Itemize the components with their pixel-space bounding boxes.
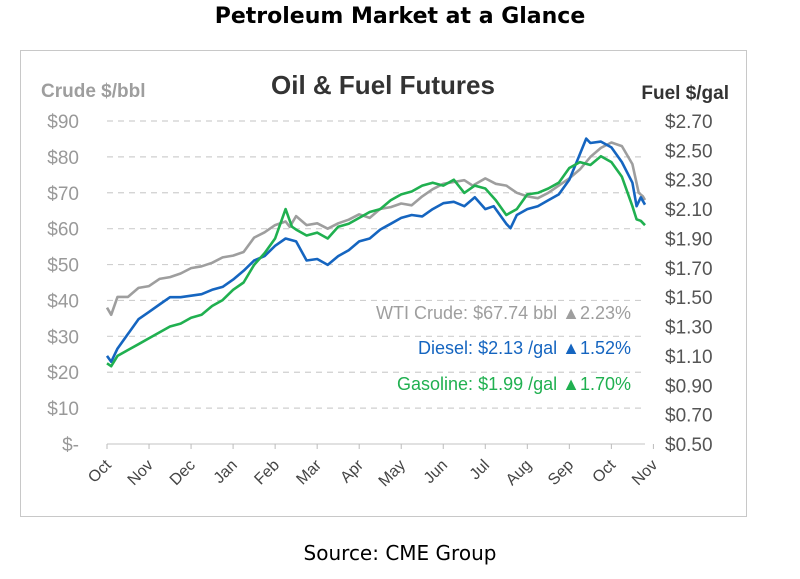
legend-label: WTI Crude: [376,303,473,323]
legend: WTI Crude: $67.74 bbl ▲2.23% Diesel: $2.1… [376,303,631,394]
legend-label: Diesel: [418,338,478,358]
left-tick-label: $60 [47,220,79,241]
chart-panel: Oil & Fuel Futures Crude $/bbl Fuel $/ga… [20,50,747,517]
x-tick-label: Jun [421,457,451,487]
left-tick-label: $40 [47,291,79,312]
legend-change: ▲1.70% [562,374,631,394]
page-title: Petroleum Market at a Glance [214,4,586,29]
right-tick-label: $1.10 [665,347,713,368]
left-tick-label: $- [62,435,79,456]
legend-label: Gasoline: [397,374,478,394]
right-tick-label: $2.50 [665,141,713,162]
legend-row: Diesel: $2.13 /gal ▲1.52% [418,338,631,358]
x-tick-label: Apr [337,456,367,486]
right-tick-label: $1.90 [665,229,713,250]
right-tick-label: $2.10 [665,200,713,221]
legend-value: $1.99 /gal [478,374,562,394]
legend-value: $67.74 bbl [473,303,562,323]
chart-title: Oil & Fuel Futures [271,70,495,100]
x-tick-label: Sep [545,457,577,489]
right-tick-label: $2.70 [665,112,713,133]
x-tick-label: Jan [211,457,241,487]
series-lines [105,137,647,368]
legend-row: WTI Crude: $67.74 bbl ▲2.23% [376,303,631,323]
legend-entry: WTI Crude: $67.74 bbl ▲2.23% [376,303,631,323]
x-tick-label: Jul [467,457,493,483]
x-tick-label: Dec [167,457,199,489]
left-tick-label: $70 [47,184,79,205]
left-tick-label: $10 [47,399,79,420]
grid-lines [107,120,645,445]
legend-row: Gasoline: $1.99 /gal ▲1.70% [397,374,631,394]
right-tick-label: $1.70 [665,259,713,280]
left-tick-label: $20 [47,363,79,384]
x-tick-label: Mar [293,456,325,488]
legend-entry: Diesel: $2.13 /gal ▲1.52% [418,338,631,358]
right-tick-label: $0.50 [665,435,713,456]
x-tick-label: Aug [503,457,535,489]
right-tick-label: $1.50 [665,288,713,309]
right-axis-ticks: $0.50 $0.70 $0.90 $1.10 $1.30 $1.50 $1.70 $1.90… [665,112,713,456]
x-axis-ticks: Oct Nov Dec Jan Feb Mar Apr May Jun Jul Aug Sep Oct N… [85,444,661,490]
x-tick-label: Nov [629,457,661,489]
left-axis-ticks: $- $10 $20 $30 $40 $50 $60 $70 $80 $90 [47,112,79,456]
x-tick-label: Oct [85,456,115,486]
x-tick-label: May [376,457,409,490]
right-axis-label: Fuel $/gal [641,83,729,104]
right-tick-label: $2.30 [665,171,713,192]
left-tick-label: $90 [47,112,79,133]
series-line-diesel [105,137,647,364]
series-line-wti-crude [105,141,647,317]
right-tick-label: $1.30 [665,318,713,339]
left-axis-label: Crude $/bbl [41,81,146,102]
left-tick-label: $30 [47,327,79,348]
x-tick-label: Oct [590,456,620,486]
right-tick-label: $0.70 [665,406,713,427]
legend-entry: Gasoline: $1.99 /gal ▲1.70% [397,374,631,394]
legend-change: ▲2.23% [562,303,631,323]
x-tick-label: Nov [125,457,157,489]
source-note: Source: CME Group [303,541,497,565]
left-tick-label: $50 [47,256,79,277]
legend-value: $2.13 /gal [478,338,562,358]
legend-change: ▲1.52% [562,338,631,358]
left-tick-label: $80 [47,148,79,169]
futures-chart: Oil & Fuel Futures Crude $/bbl Fuel $/ga… [41,70,729,490]
series-line-gasoline [106,154,646,368]
x-tick-label: Feb [251,457,283,489]
right-tick-label: $0.90 [665,376,713,397]
